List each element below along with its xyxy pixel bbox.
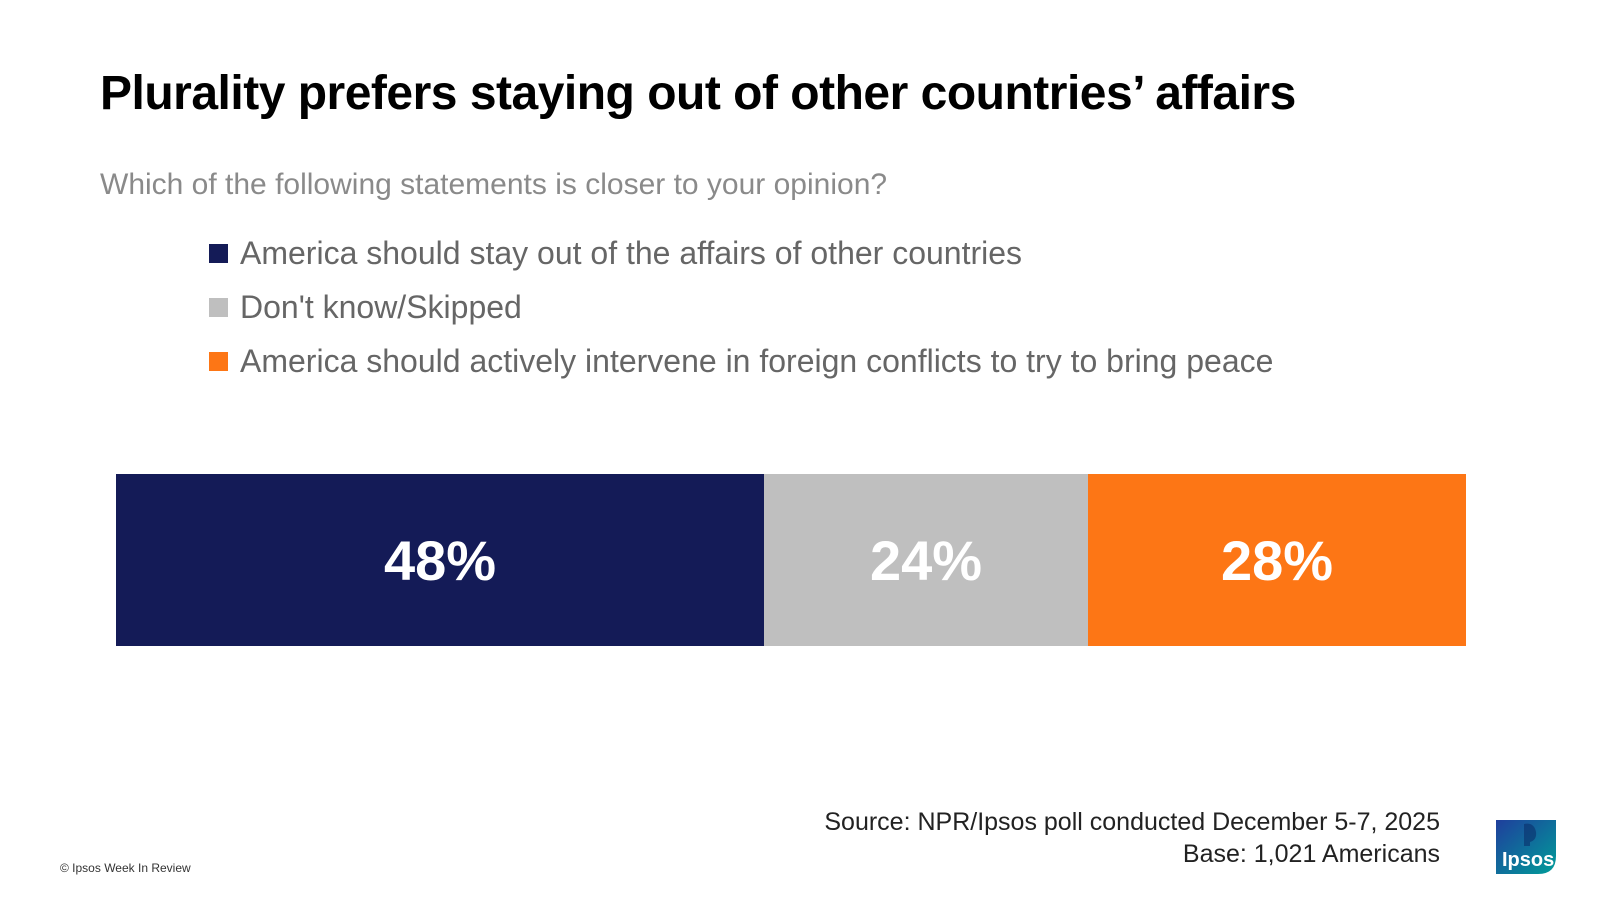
legend-swatch-stay-out	[209, 243, 228, 263]
source-note: Source: NPR/Ipsos poll conducted Decembe…	[824, 806, 1440, 870]
legend-item-intervene: America should actively intervene in for…	[209, 342, 1274, 379]
bar-segment-stay-out	[116, 474, 764, 646]
legend-label-stay-out: America should stay out of the affairs o…	[240, 234, 1023, 271]
ipsos-logo: Ipsos	[1496, 820, 1556, 874]
legend-label-dont-know: Don't know/Skipped	[240, 288, 522, 325]
chart-legend: America should stay out of the affairs o…	[209, 234, 1274, 379]
svg-text:Ipsos: Ipsos	[1502, 849, 1554, 871]
bar-segment-dont-know	[764, 474, 1088, 646]
legend-item-stay-out: America should stay out of the affairs o…	[209, 234, 1273, 271]
data-label-dont-know: 24%	[870, 529, 982, 592]
copyright-text: © Ipsos Week In Review	[60, 861, 191, 875]
base-line: Base: 1,021 Americans	[1182, 840, 1440, 868]
chart-subtitle: Which of the following statements is clo…	[100, 168, 888, 201]
data-label-stay-out: 48%	[384, 529, 496, 592]
legend-swatch-intervene	[209, 351, 228, 371]
bar-segment-intervene	[1088, 474, 1466, 646]
legend-label-intervene: America should actively intervene in for…	[240, 342, 1274, 379]
legend-item-dont-know: Don't know/Skipped	[209, 288, 1273, 325]
data-label-intervene: 28%	[1221, 529, 1333, 592]
legend-swatch-dont-know	[209, 297, 228, 317]
source-line: Source: NPR/Ipsos poll conducted Decembe…	[824, 808, 1440, 836]
chart-title: Plurality prefers staying out of other c…	[100, 67, 1296, 120]
